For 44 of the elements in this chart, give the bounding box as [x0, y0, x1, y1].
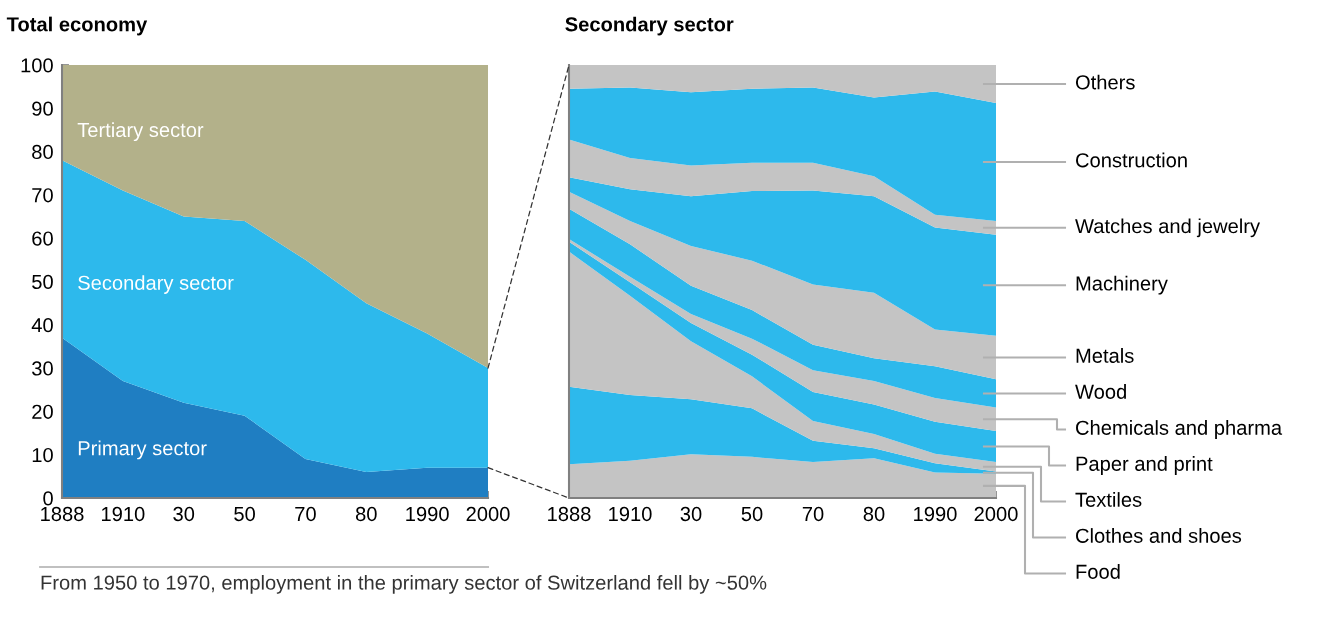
- x-tick-label: 70: [295, 506, 316, 522]
- x-tick-label: 50: [741, 506, 763, 522]
- y-tick-label: 40: [31, 318, 53, 333]
- text: Textiles: [1075, 492, 1142, 507]
- y-tick-label: 60: [32, 231, 53, 246]
- text: Food: [1076, 564, 1120, 579]
- x-tick-label: 1990: [406, 506, 449, 522]
- x-tick-label: 70: [802, 506, 824, 522]
- x-tick-label: 30: [680, 506, 702, 522]
- text: Metals: [1076, 348, 1134, 363]
- x-tick-label: 50: [234, 506, 255, 522]
- x-tick-label: 1888: [41, 506, 84, 522]
- text: Clothes and shoes: [1076, 528, 1242, 543]
- x-tick-label: 2000: [466, 506, 510, 522]
- y-tick-label: 90: [32, 101, 53, 116]
- x-tick-label: 1888: [548, 506, 591, 522]
- y-tick-label: 10: [32, 447, 53, 463]
- chart-title: Secondary sector: [565, 16, 734, 36]
- chart-title: Total economy: [6, 16, 148, 36]
- series-label: Secondary sector: [78, 275, 234, 294]
- y-tick-label: 70: [32, 188, 53, 203]
- series-label: Primary sector: [78, 440, 207, 460]
- text: Construction: [1076, 152, 1187, 168]
- text: Machinery: [1076, 275, 1168, 295]
- x-tick-label: 1910: [101, 506, 145, 522]
- x-tick-label: 1990: [914, 506, 957, 522]
- x-tick-label: 80: [863, 506, 885, 522]
- y-tick-label: 30: [32, 361, 53, 376]
- x-tick-label: 80: [355, 506, 377, 522]
- y-tick-label: 50: [32, 274, 53, 289]
- y-tick-label: 0: [43, 491, 53, 506]
- y-tick-label: 100: [21, 58, 53, 73]
- text: Watches and jewelry: [1075, 218, 1261, 238]
- y-tick-label: 80: [32, 144, 53, 160]
- text: Paper and print: [1076, 456, 1213, 475]
- series-label: Tertiary sector: [77, 122, 204, 142]
- x-tick-label: 1910: [609, 506, 652, 522]
- x-tick-label: 2000: [974, 506, 1018, 522]
- y-tick-label: 20: [32, 404, 53, 419]
- text: Wood: [1075, 384, 1126, 399]
- text: Chemicals and pharma: [1076, 420, 1283, 439]
- text: From 1950 to 1970, employment in the primary sector of Switzerland fell by ~50%: [41, 575, 767, 594]
- text: Others: [1075, 74, 1135, 90]
- x-tick-label: 30: [173, 506, 195, 522]
